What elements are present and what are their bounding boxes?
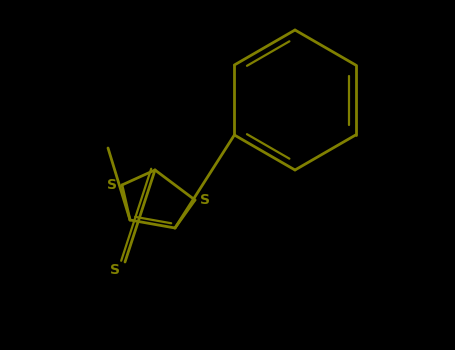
- Text: S: S: [110, 263, 120, 277]
- Text: S: S: [200, 193, 210, 207]
- Text: S: S: [107, 178, 117, 192]
